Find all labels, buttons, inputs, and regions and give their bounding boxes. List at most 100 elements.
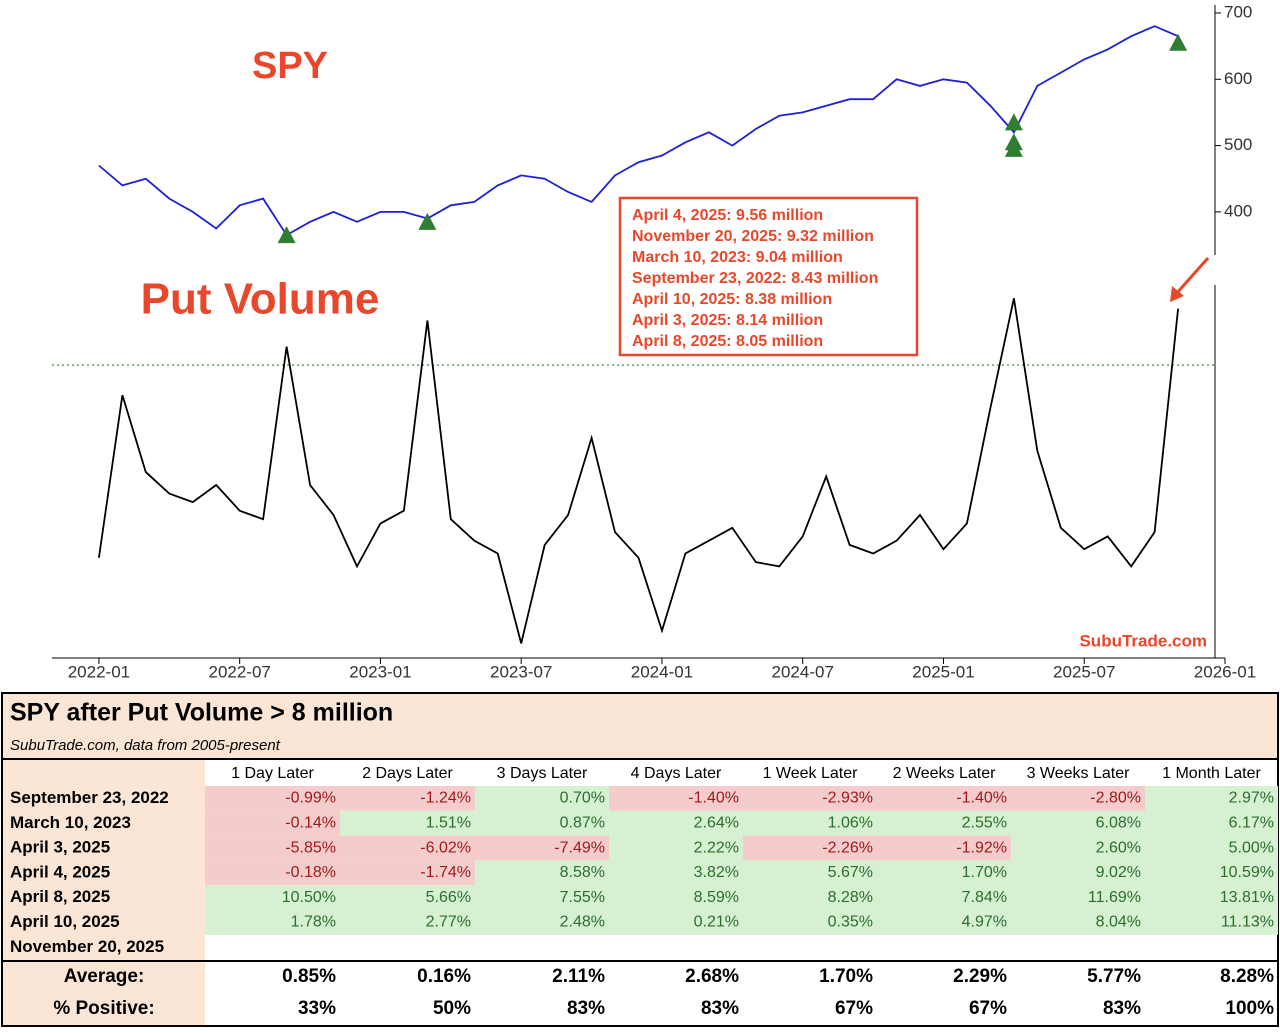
cell: 2.55% — [962, 815, 1007, 832]
cell: 10.50% — [282, 889, 336, 906]
x-tick-label: 2022-07 — [208, 662, 270, 681]
cell: 0.70% — [560, 790, 605, 807]
column-header: 3 Weeks Later — [1027, 765, 1131, 782]
cell-bg — [1145, 910, 1278, 935]
cell: 7.84% — [962, 889, 1007, 906]
cell-bg — [475, 835, 609, 861]
row-label: April 10, 2025 — [10, 912, 120, 931]
cell: 10.59% — [1220, 864, 1274, 881]
cell: 0.21% — [694, 914, 739, 931]
cell-bg — [205, 910, 340, 935]
cell: -1.92% — [956, 839, 1007, 856]
chart-title: Put Volume — [141, 275, 380, 324]
annotation: March 10, 2023: 9.04 million — [632, 249, 843, 266]
cell-bg — [1145, 885, 1278, 910]
cell-bg — [1011, 786, 1145, 811]
cell-bg — [877, 910, 1011, 935]
cell: 6.17% — [1229, 815, 1274, 832]
row-label: September 23, 2022 — [10, 788, 169, 807]
cell: -1.40% — [688, 790, 739, 807]
header-cell — [610, 762, 742, 786]
header-cell — [476, 762, 608, 786]
cell-bg — [743, 860, 877, 886]
row-label: April 3, 2025 — [10, 838, 110, 857]
cell: 5.67% — [828, 864, 873, 881]
cell: -0.14% — [285, 815, 336, 832]
cell: 2.22% — [694, 839, 739, 856]
x-tick-label: 2025-07 — [1053, 662, 1115, 681]
cell-bg — [340, 835, 475, 861]
row-label: November 20, 2025 — [10, 937, 164, 956]
header-cell — [341, 762, 474, 786]
cell-bg — [1011, 860, 1145, 886]
column-header: 1 Month Later — [1162, 765, 1261, 782]
x-tick-label: 2023-01 — [349, 662, 411, 681]
summary-cell: 2.68% — [685, 966, 739, 987]
cell-bg — [1145, 860, 1278, 886]
cell-bg — [743, 910, 877, 935]
cell-bg — [743, 810, 877, 836]
header-cell — [1146, 762, 1277, 786]
summary-cell: 0.85% — [282, 966, 336, 987]
cell-bg — [475, 910, 609, 935]
cell: 0.87% — [560, 815, 605, 832]
cell-bg — [743, 835, 877, 861]
cell-bg — [609, 910, 743, 935]
x-tick-label: 2025-01 — [912, 662, 974, 681]
summary-label: Average: — [64, 966, 145, 987]
cell-bg — [877, 885, 1011, 910]
cell-bg — [609, 810, 743, 836]
summary-cell: 83% — [1103, 998, 1141, 1019]
cell: 11.69% — [1088, 889, 1141, 906]
cell-bg — [475, 860, 609, 886]
summary-label: % Positive: — [53, 998, 154, 1019]
x-tick-label: 2024-01 — [631, 662, 693, 681]
arrow-head — [1170, 286, 1184, 302]
summary-cell: 5.77% — [1087, 966, 1141, 987]
x-tick-label: 2022-01 — [68, 662, 130, 681]
summary-cell: 2.11% — [552, 966, 605, 987]
cell-bg — [1011, 885, 1145, 910]
cell-bg — [340, 860, 475, 886]
row-label-bg — [3, 760, 205, 1025]
cell: -1.74% — [420, 864, 471, 881]
x-tick-label: 2024-07 — [772, 662, 834, 681]
annotation: April 3, 2025: 8.14 million — [632, 312, 823, 329]
cell: 11.13% — [1221, 914, 1274, 931]
table-subtitle: SubuTrade.com, data from 2005-present — [10, 737, 281, 754]
column-header: 2 Weeks Later — [893, 765, 997, 782]
annotation: April 8, 2025: 8.05 million — [632, 333, 823, 350]
column-header: 4 Days Later — [631, 765, 722, 782]
annotation-box — [618, 196, 919, 357]
row-label: April 8, 2025 — [10, 887, 110, 906]
header-cell — [1012, 762, 1144, 786]
cell: 6.08% — [1096, 815, 1141, 832]
cell-bg — [877, 810, 1011, 836]
summary-cell: 33% — [298, 998, 336, 1019]
cell-bg — [340, 885, 475, 910]
series-line — [98, 298, 1179, 644]
summary-cell: 67% — [969, 998, 1007, 1019]
cell: 1.51% — [426, 815, 471, 832]
cell: 2.97% — [1229, 790, 1274, 807]
cell: -6.02% — [420, 839, 471, 856]
cell-bg — [205, 786, 340, 811]
cell: 0.35% — [828, 914, 873, 931]
cell-bg — [205, 835, 340, 861]
cell: 13.81% — [1220, 889, 1274, 906]
cell: -2.93% — [822, 790, 873, 807]
cell: 2.77% — [426, 914, 471, 931]
table-title-bg — [3, 694, 1277, 758]
summary-cell: 50% — [433, 998, 471, 1019]
y-tick-label: 400 — [1224, 201, 1252, 220]
cell: 4.97% — [962, 914, 1007, 931]
annotation: April 10, 2025: 8.38 million — [632, 291, 832, 308]
annotation: November 20, 2025: 9.32 million — [632, 228, 874, 245]
event-marker — [1169, 33, 1188, 51]
chart-title: SPY — [252, 45, 328, 87]
column-header: 1 Week Later — [763, 765, 859, 782]
header-cell — [206, 762, 339, 786]
cell: 8.04% — [1096, 914, 1141, 931]
arrow — [1174, 257, 1210, 295]
cell-bg — [1011, 810, 1145, 836]
